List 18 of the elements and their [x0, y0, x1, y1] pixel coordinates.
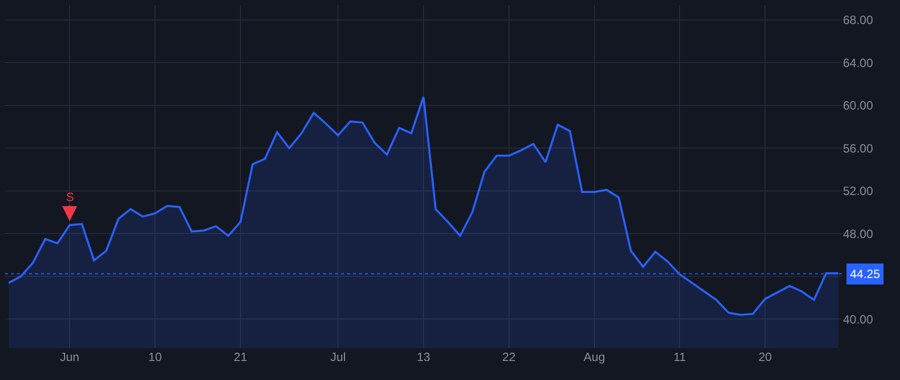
y-tick-label: 56.00 [843, 141, 874, 156]
x-tick-label: 10 [148, 350, 162, 364]
y-tick-label: 40.00 [843, 312, 874, 326]
ref-line-label: 44.25 [850, 267, 880, 281]
y-tick-label: 64.00 [843, 56, 874, 70]
y-tick-label: 48.00 [843, 226, 874, 241]
annotation: S [66, 190, 74, 204]
x-tick-label: Jul [330, 350, 346, 364]
y-tick-label: 60.00 [843, 98, 874, 113]
x-tick-label: 21 [234, 350, 248, 364]
x-tick-label: Aug [584, 350, 605, 364]
x-tick-label: 22 [502, 350, 516, 364]
x-tick-label: Jun [60, 350, 80, 364]
x-tick-label: 13 [416, 350, 430, 364]
y-tick-label: 68.00 [843, 13, 874, 28]
x-tick-label: 11 [673, 350, 686, 364]
x-tick-label: 20 [758, 350, 772, 364]
y-tick-label: 52.00 [843, 184, 874, 198]
